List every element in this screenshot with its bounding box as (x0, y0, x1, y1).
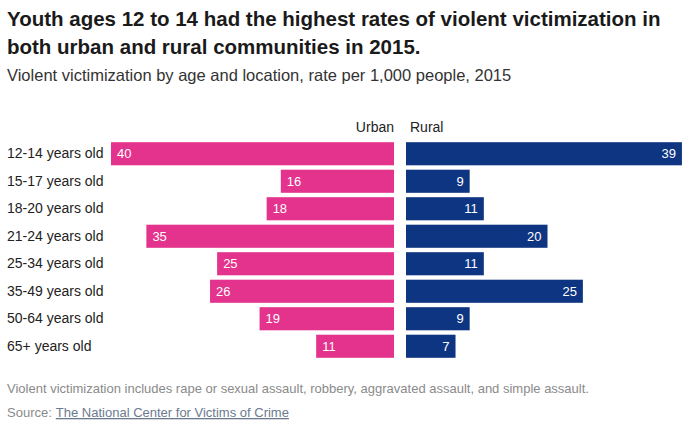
bar (217, 252, 394, 275)
bar (210, 280, 394, 303)
data-label: 11 (464, 256, 478, 271)
data-label: 20 (527, 229, 541, 244)
bar (406, 280, 583, 303)
category-tick: 50-64 years old (7, 310, 104, 326)
data-labels: 40161835252619113991120112597 (117, 146, 676, 353)
bar (406, 307, 470, 330)
bar (406, 335, 456, 358)
data-label: 11 (464, 201, 478, 216)
category-label: 65+ years old (7, 338, 91, 354)
category-label: 12-14 years old (7, 145, 104, 161)
chart-svg: Violent victimization by age and locatio… (0, 0, 700, 426)
category-label: 50-64 years old (7, 310, 104, 326)
bar (146, 225, 394, 248)
data-label: 9 (456, 174, 463, 189)
data-label: 39 (661, 146, 675, 161)
bar (406, 197, 484, 220)
category-tick: 21-24 years old (7, 228, 104, 244)
bars (111, 142, 682, 358)
category-tick: 65+ years old (7, 338, 91, 354)
note: Violent victimization includes rape or s… (7, 381, 589, 396)
data-label: 35 (152, 229, 166, 244)
category-tick: 18-20 years old (7, 200, 104, 216)
category-label: 21-24 years old (7, 228, 104, 244)
data-label: 25 (223, 256, 237, 271)
category-label: 25-34 years old (7, 255, 104, 271)
bar (406, 252, 484, 275)
category-axis: 12-14 years old 15-17 years old 18-20 year… (7, 145, 104, 354)
chart-title: Youth ages 12 to 14 had the highest rate… (7, 5, 697, 61)
category-tick: 12-14 years old (7, 145, 104, 161)
data-label: 16 (287, 174, 301, 189)
category-label: 18-20 years old (7, 200, 104, 216)
category-tick: 25-34 years old (7, 255, 104, 271)
data-label: 40 (117, 146, 131, 161)
bar (111, 142, 394, 165)
data-label: 9 (456, 311, 463, 326)
bar (267, 197, 394, 220)
data-label: 18 (273, 201, 287, 216)
category-label: 35-49 years old (7, 283, 104, 299)
bar (316, 335, 394, 358)
bar (406, 142, 682, 165)
data-label: 26 (216, 284, 230, 299)
data-label: 19 (266, 311, 280, 326)
source-link[interactable]: The National Center for Victims of Crime (56, 405, 289, 420)
series-header: Rural (410, 119, 443, 135)
bar (281, 170, 394, 193)
category-tick: 35-49 years old (7, 283, 104, 299)
chart-subtitle: Violent victimization by age and locatio… (7, 66, 511, 84)
data-label: 7 (442, 339, 449, 354)
bar (406, 170, 470, 193)
bar (406, 225, 548, 248)
data-label: 25 (562, 284, 576, 299)
data-label: 11 (322, 339, 336, 354)
source-label: Source: (7, 405, 52, 420)
series-header: Urban (356, 119, 394, 135)
bar (260, 307, 394, 330)
category-label: 15-17 years old (7, 173, 104, 189)
category-tick: 15-17 years old (7, 173, 104, 189)
